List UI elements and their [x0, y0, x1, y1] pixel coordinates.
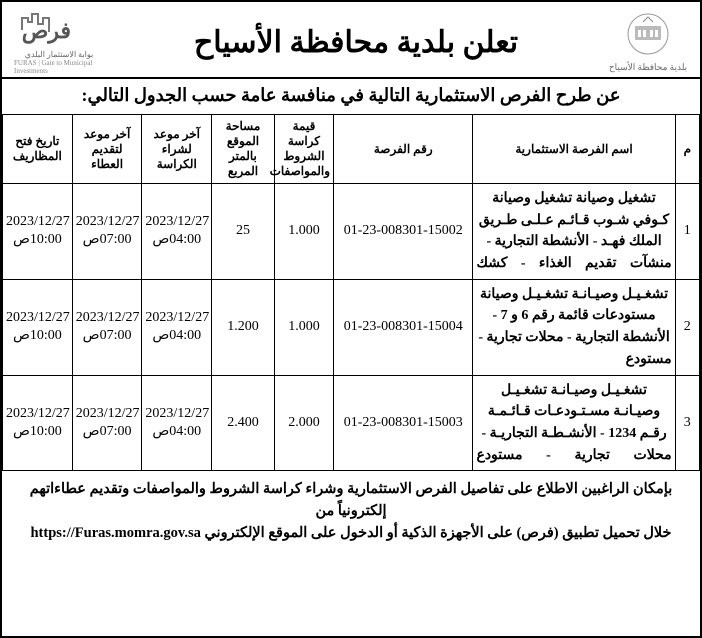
- svg-text:فرص: فرص: [22, 18, 71, 44]
- furas-caption-en: FURAS | Gate to Municipal Investments: [14, 59, 104, 75]
- cell-area: 25: [212, 184, 275, 280]
- cell-opportunity-number: 01-23-008301-15002: [334, 184, 473, 280]
- cell-area: 1.200: [212, 279, 275, 375]
- municipality-logo: بلدية محافظة الأسياح: [608, 12, 688, 73]
- emblem-icon: [613, 12, 683, 62]
- cell-bid-deadline: 2023/12/2707:00ص: [72, 375, 142, 471]
- furas-caption-ar: بوابة الاستثمار البلدي: [25, 50, 94, 59]
- cell-opportunity-number: 01-23-008301-15004: [334, 279, 473, 375]
- th-num: م: [675, 115, 699, 184]
- footer-line2-pre: خلال تحميل تطبيق (فرص) على الأجهزة الذكي…: [204, 525, 671, 541]
- cell-envelope-open: 2023/12/2710:00ص: [3, 279, 73, 375]
- page-title: تعلن بلدية محافظة الأسياح: [112, 26, 600, 59]
- cell-purchase-deadline: 2023/12/2704:00ص: [142, 184, 212, 280]
- subtitle: عن طرح الفرص الاستثمارية التالية في مناف…: [2, 79, 700, 114]
- table-body: 1تشغيل وصيانة تشغيل وصيانة كـوفي شـوب قـ…: [3, 184, 700, 471]
- table-header: م اسم الفرصة الاستثمارية رقم الفرصة قيمة…: [3, 115, 700, 184]
- cell-bid-deadline: 2023/12/2707:00ص: [72, 279, 142, 375]
- table-row: 3تشغـيـل وصيـانـة تشغـيـل وصيـانـة مسـتـ…: [3, 375, 700, 471]
- footer-url[interactable]: https://Furas.momra.gov.sa: [30, 523, 200, 545]
- th-d3: تاريخ فتح المظاريف: [3, 115, 73, 184]
- th-price: قيمة كراسة الشروط والمواصفات: [274, 115, 333, 184]
- cell-num: 1: [675, 184, 699, 280]
- footer: بإمكان الراغبين الاطلاع على تفاصيل الفرص…: [2, 471, 700, 552]
- th-d2: آخر موعد لتقديم العطاء: [72, 115, 142, 184]
- cell-bid-deadline: 2023/12/2707:00ص: [72, 184, 142, 280]
- cell-price: 1.000: [274, 279, 333, 375]
- cell-num: 2: [675, 279, 699, 375]
- cell-purchase-deadline: 2023/12/2704:00ص: [142, 279, 212, 375]
- cell-purchase-deadline: 2023/12/2704:00ص: [142, 375, 212, 471]
- th-area: مساحة الموقع بالمتر المربع: [212, 115, 275, 184]
- table-row: 1تشغيل وصيانة تشغيل وصيانة كـوفي شـوب قـ…: [3, 184, 700, 280]
- cell-opportunity-name: تشغـيـل وصيـانـة تشغـيـل وصيانة مستودعات…: [473, 279, 675, 375]
- cell-area: 2.400: [212, 375, 275, 471]
- cell-envelope-open: 2023/12/2710:00ص: [3, 375, 73, 471]
- municipality-logo-caption: بلدية محافظة الأسياح: [609, 62, 687, 73]
- table-row: 2تشغـيـل وصيـانـة تشغـيـل وصيانة مستودعا…: [3, 279, 700, 375]
- cell-price: 1.000: [274, 184, 333, 280]
- footer-line1: بإمكان الراغبين الاطلاع على تفاصيل الفرص…: [30, 481, 672, 519]
- title-block: تعلن بلدية محافظة الأسياح: [104, 26, 608, 59]
- cell-opportunity-number: 01-23-008301-15003: [334, 375, 473, 471]
- cell-envelope-open: 2023/12/2710:00ص: [3, 184, 73, 280]
- cell-opportunity-name: تشغـيـل وصيـانـة تشغـيـل وصيـانـة مسـتـو…: [473, 375, 675, 471]
- cell-num: 3: [675, 375, 699, 471]
- th-name: اسم الفرصة الاستثمارية: [473, 115, 675, 184]
- cell-price: 2.000: [274, 375, 333, 471]
- header: بلدية محافظة الأسياح تعلن بلدية محافظة ا…: [2, 2, 700, 79]
- cell-opportunity-name: تشغيل وصيانة تشغيل وصيانة كـوفي شـوب قـا…: [473, 184, 675, 280]
- opportunities-table: م اسم الفرصة الاستثمارية رقم الفرصة قيمة…: [2, 114, 700, 471]
- furas-logo: فرص بوابة الاستثمار البلدي FURAS | Gate …: [14, 10, 104, 75]
- th-oppnum: رقم الفرصة: [334, 115, 473, 184]
- th-d1: آخر موعد لشراء الكراسة: [142, 115, 212, 184]
- furas-skyline-icon: فرص: [19, 10, 99, 50]
